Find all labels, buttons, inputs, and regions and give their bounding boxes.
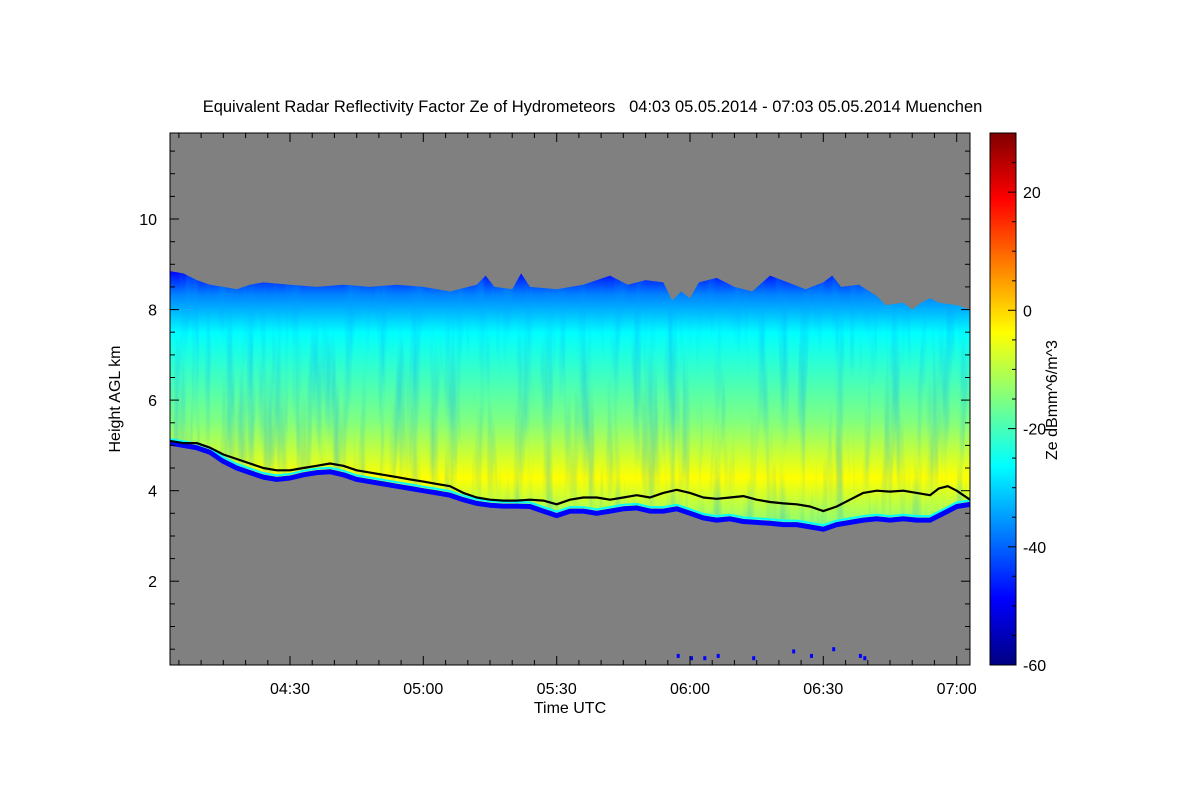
ground-echo <box>716 653 720 658</box>
y-axis-label: Height AGL km <box>107 345 124 452</box>
cloud-base-edge <box>170 440 970 532</box>
colorbar-tick-label: 20 <box>1023 185 1041 202</box>
colorbar-tick-label: -60 <box>1023 658 1046 675</box>
chart-title: Equivalent Radar Reflectivity Factor Ze … <box>202 98 983 116</box>
ground-echo <box>832 647 836 652</box>
y-tick-label: 2 <box>148 574 157 591</box>
ground-echo <box>810 653 813 658</box>
y-tick-label: 8 <box>148 303 157 320</box>
colorbar-scale <box>989 132 1017 666</box>
y-tick-label: 4 <box>148 484 157 501</box>
melting-layer-line <box>170 439 970 513</box>
colorbar-tick-label: -20 <box>1023 422 1046 439</box>
ground-echo <box>752 656 756 661</box>
ground-echo <box>863 656 867 661</box>
colorbar-tick-label: 0 <box>1023 303 1032 320</box>
ground-echo <box>676 653 680 658</box>
ground-echo <box>858 653 862 658</box>
plot-axes: 04:30 05:00 05:30 06:00 06:30 07:00 2 4 6 8 10 <box>139 132 977 698</box>
plot-frame <box>169 132 971 666</box>
x-tick-label: 04:30 <box>270 681 310 698</box>
cloud-base-inner-edge <box>170 438 970 527</box>
colorbar-label: Ze dBmm^6/m^3 <box>1044 340 1061 460</box>
plot-area <box>170 133 970 665</box>
x-tick-label: 05:30 <box>537 681 577 698</box>
y-tick-label: 6 <box>148 393 157 410</box>
colorbar: -60 -40 -20 0 20 <box>989 132 1046 675</box>
colorbar-tick-label: -40 <box>1023 540 1046 557</box>
fall-streaks <box>170 271 970 530</box>
x-tick-label: 05:00 <box>403 681 443 698</box>
ground-echo <box>690 656 693 661</box>
x-tick-label: 07:00 <box>937 681 977 698</box>
x-tick-label: 06:00 <box>670 681 710 698</box>
y-tick-label: 10 <box>139 212 157 229</box>
x-tick-label: 06:30 <box>803 681 843 698</box>
x-axis-label: Time UTC <box>534 700 606 717</box>
ground-echo <box>703 656 707 661</box>
ground-echo <box>792 649 796 654</box>
